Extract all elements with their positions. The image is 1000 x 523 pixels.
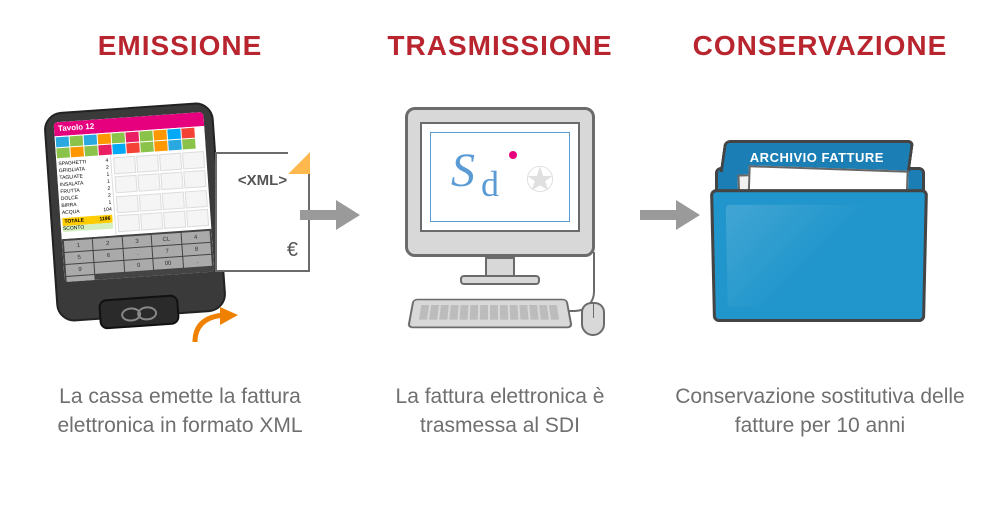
italy-emblem-icon [519,158,561,200]
illustration-pos: Tavolo 12 SPAGHETTI4GRIGLIATA2TAGLIATE1I… [20,92,340,362]
folder-tab-label: ARCHIVIO FATTURE [750,150,884,165]
folder-front [710,189,928,322]
heading-emissione: EMISSIONE [98,30,263,62]
pos-category-button [125,132,139,143]
keypad-key: 1 [64,239,93,252]
xml-label: <XML> [217,172,308,189]
pos-category-button [182,139,196,150]
pos-category-button [111,133,125,144]
pos-category-button [84,145,98,156]
pos-category-button [56,136,70,147]
flow-arrow-icon [300,200,360,230]
pos-category-button [70,135,84,146]
pos-category-button [154,141,168,152]
pos-category-button [97,134,111,145]
sdi-letter-s: S [451,143,475,198]
pos-category-button [84,134,98,145]
keypad-key [95,261,124,274]
step-conservazione: CONSERVAZIONE ARCHIVIO FATTURE Conservaz… [660,30,980,493]
sdi-letter-d: d [481,163,499,205]
pos-category-button [98,144,112,155]
pos-category-button [56,147,70,158]
keypad-key: 7 [153,245,182,258]
keypad-key: 9 [66,263,95,276]
pos-category-button [70,146,84,157]
illustration-computer: S d [340,92,660,362]
desc-trasmissione: La fattura elettronica è trasmessa al SD… [340,382,660,441]
keypad-key: 00 [153,257,182,270]
desc-conservazione: Conservazione sostitutiva delle fatture … [660,382,980,441]
pos-receipt: SPAGHETTI4GRIGLIATA2TAGLIATE1INSALATA1FR… [56,156,116,240]
monitor-stand [485,257,515,277]
sdi-logo: S d [430,132,570,222]
keypad-key: 6 [94,249,123,262]
pos-category-button [140,142,154,153]
pos-food-grid [111,149,211,235]
keyboard [407,299,573,329]
xml-document: <XML> € [215,152,310,272]
pos-category-button [181,128,195,139]
mouse [581,302,605,336]
heading-trasmissione: TRASMISSIONE [387,30,612,62]
euro-symbol: € [287,239,298,262]
pos-category-button [168,140,182,151]
pos-base [98,294,180,330]
pos-category-button [126,143,140,154]
heading-conservazione: CONSERVAZIONE [693,30,948,62]
keypad-key: . [183,255,212,268]
monitor-screen: S d [420,122,580,232]
infographic-container: EMISSIONE Tavolo 12 SPAGHETTI4GRIGLIATA2… [0,0,1000,523]
keypad-key: CL [152,233,181,246]
pos-category-button [167,129,181,140]
keypad-key: 3 [123,235,152,248]
pos-category-button [153,130,167,141]
keypad-key: 5 [65,251,94,264]
pos-tablet: Tavolo 12 SPAGHETTI4GRIGLIATA2TAGLIATE1I… [43,101,227,322]
pos-category-button [139,131,153,142]
monitor-base [460,275,540,285]
step-trasmissione: TRASMISSIONE S d [340,30,660,493]
step-emissione: EMISSIONE Tavolo 12 SPAGHETTI4GRIGLIATA2… [20,30,340,493]
sdi-dot-icon [509,151,517,159]
keypad-key [66,275,95,282]
desc-emissione: La cassa emette la fattura elettronica i… [20,382,340,441]
pos-category-button [112,144,126,155]
keypad-key: . [123,247,152,260]
flow-arrow-icon [640,200,700,230]
monitor: S d [405,107,595,257]
keypad-key: 8 [182,243,211,256]
keypad-key: 0 [124,259,153,272]
curved-arrow-icon [190,307,240,347]
keypad-key: 2 [93,237,122,250]
illustration-folder: ARCHIVIO FATTURE [660,92,980,362]
keypad-key: 4 [181,231,210,244]
